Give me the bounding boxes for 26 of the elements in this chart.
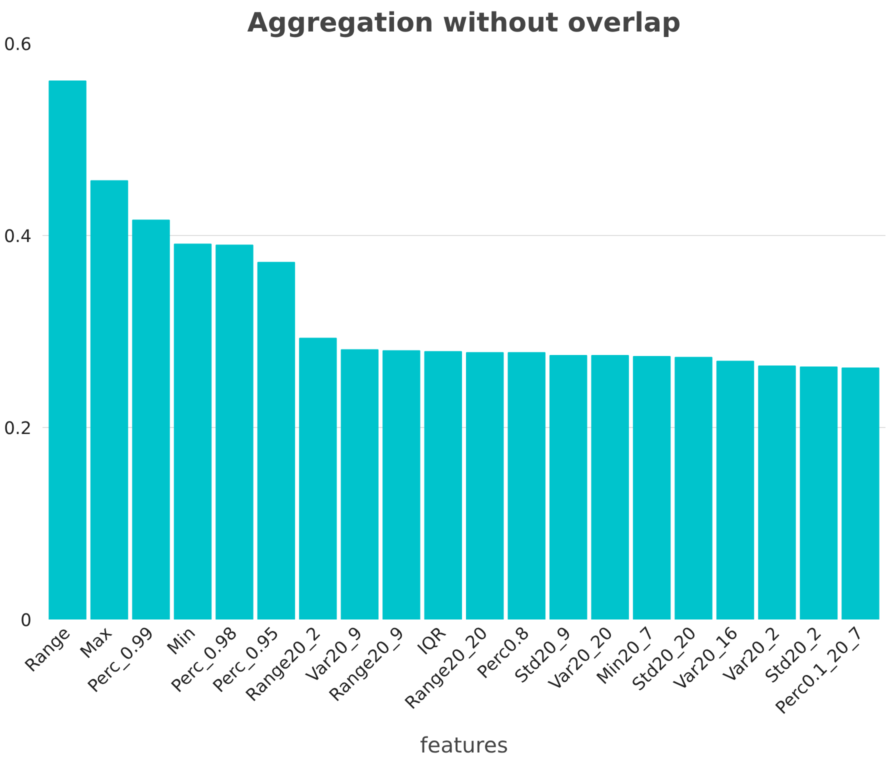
bar — [48, 80, 86, 620]
bar — [800, 366, 838, 620]
x-axis-title: features — [420, 734, 508, 759]
y-tick-label: 0 — [20, 611, 32, 631]
bar — [174, 244, 212, 620]
bar — [299, 338, 337, 620]
bar — [549, 355, 588, 620]
bar — [674, 356, 712, 620]
y-tick-label: 0.4 — [4, 227, 32, 247]
bar — [716, 360, 754, 620]
y-tick-label: 0.6 — [4, 35, 32, 55]
bar — [842, 367, 880, 620]
bar — [591, 355, 629, 620]
bar — [257, 262, 296, 620]
bar — [466, 352, 504, 620]
bar — [632, 356, 671, 620]
bar — [216, 244, 254, 620]
bar — [382, 350, 420, 620]
bar — [758, 366, 796, 620]
y-tick-label: 0.2 — [4, 419, 32, 439]
bar — [508, 352, 546, 620]
chart-title: Aggregation without overlap — [247, 8, 681, 38]
bar — [424, 351, 462, 620]
bar — [132, 220, 170, 620]
bar — [340, 349, 379, 620]
bar — [90, 180, 128, 620]
